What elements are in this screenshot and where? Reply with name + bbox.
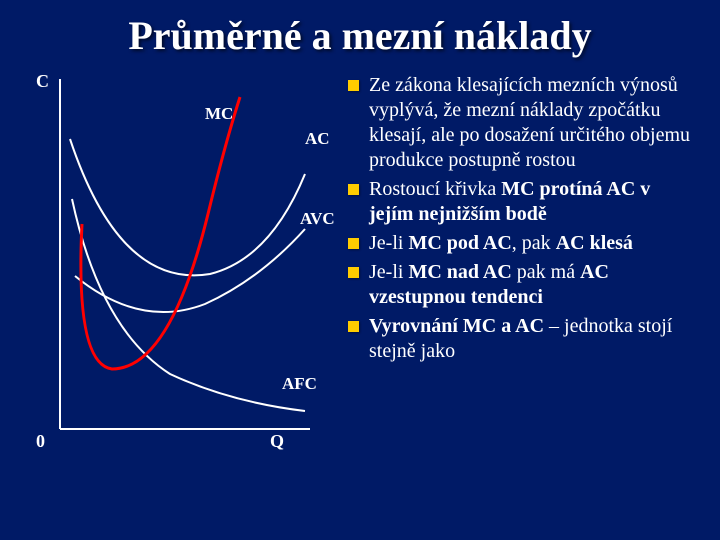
afc-label: AFC <box>282 374 317 394</box>
origin-label: 0 <box>36 431 45 452</box>
cost-curves-chart: C 0 Q MC AC AVC AFC <box>30 69 340 530</box>
bullet-marker-icon <box>348 184 359 195</box>
bullet-text: Ze zákona klesajících mezních výnosů vyp… <box>369 73 690 173</box>
bullet-item: Vyrovnání MC a AC – jednotka stojí stejn… <box>348 314 690 364</box>
ac-label: AC <box>305 129 330 149</box>
ac-curve <box>70 139 305 275</box>
bullet-marker-icon <box>348 238 359 249</box>
mc-label: MC <box>205 104 233 124</box>
avc-label: AVC <box>300 209 335 229</box>
avc-curve <box>75 229 305 312</box>
bullet-list: Ze zákona klesajících mezních výnosů vyp… <box>348 69 690 530</box>
bullet-text: Je-li MC nad AC pak má AC vzestupnou ten… <box>369 260 690 310</box>
bullet-item: Je-li MC pod AC, pak AC klesá <box>348 231 690 256</box>
chart-svg <box>30 69 340 469</box>
bullet-marker-icon <box>348 321 359 332</box>
bullet-text: Rostoucí křivka MC protíná AC v jejím ne… <box>369 177 690 227</box>
bullet-marker-icon <box>348 267 359 278</box>
bullet-item: Rostoucí křivka MC protíná AC v jejím ne… <box>348 177 690 227</box>
page-title: Průměrné a mezní náklady <box>30 12 690 59</box>
slide: Průměrné a mezní náklady C 0 Q MC AC <box>0 0 720 540</box>
mc-curve <box>81 97 240 369</box>
bullet-text: Je-li MC pod AC, pak AC klesá <box>369 231 633 256</box>
content-row: C 0 Q MC AC AVC AFC Ze zákona klesajícíc… <box>30 69 690 530</box>
afc-curve <box>72 199 305 411</box>
bullet-text: Vyrovnání MC a AC – jednotka stojí stejn… <box>369 314 690 364</box>
x-axis-label: Q <box>270 431 284 452</box>
bullet-marker-icon <box>348 80 359 91</box>
y-axis-label: C <box>36 71 49 92</box>
bullet-item: Ze zákona klesajících mezních výnosů vyp… <box>348 73 690 173</box>
bullet-item: Je-li MC nad AC pak má AC vzestupnou ten… <box>348 260 690 310</box>
